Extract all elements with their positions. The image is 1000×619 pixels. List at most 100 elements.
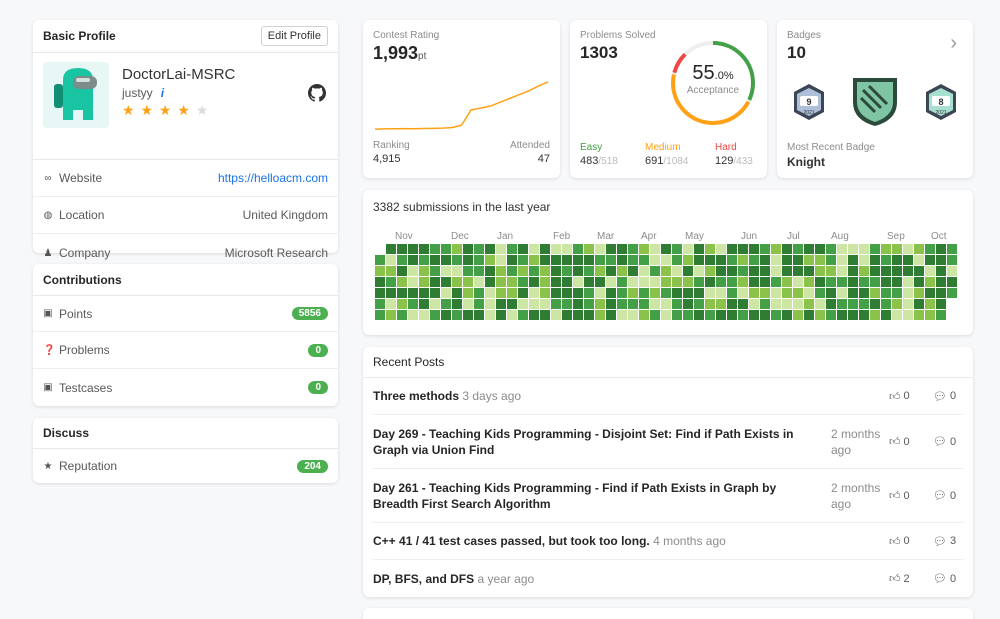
heatmap-cell[interactable] [551, 255, 561, 265]
heatmap-cell[interactable] [518, 277, 528, 287]
heatmap-cell[interactable] [672, 299, 682, 309]
heatmap-cell[interactable] [727, 288, 737, 298]
heatmap-cell[interactable] [694, 277, 704, 287]
heatmap-cell[interactable] [507, 277, 517, 287]
heatmap-cell[interactable] [782, 255, 792, 265]
heatmap-cell[interactable] [507, 288, 517, 298]
heatmap-cell[interactable] [914, 288, 924, 298]
heatmap-cell[interactable] [573, 299, 583, 309]
heatmap-cell[interactable] [474, 310, 484, 320]
edit-profile-button[interactable]: Edit Profile [260, 26, 328, 46]
heatmap-cell[interactable] [639, 266, 649, 276]
heatmap-cell[interactable] [782, 266, 792, 276]
heatmap-cell[interactable] [628, 255, 638, 265]
heatmap-cell[interactable] [694, 244, 704, 254]
heatmap-cell[interactable] [760, 255, 770, 265]
heatmap-cell[interactable] [375, 266, 385, 276]
heatmap-cell[interactable] [397, 244, 407, 254]
heatmap-cell[interactable] [749, 299, 759, 309]
comment-icon[interactable]: 💬︎ [933, 490, 947, 502]
heatmap-cell[interactable] [936, 244, 946, 254]
heatmap-cell[interactable] [529, 266, 539, 276]
heatmap-cell[interactable] [529, 277, 539, 287]
heatmap-cell[interactable] [463, 244, 473, 254]
heatmap-cell[interactable] [716, 277, 726, 287]
heatmap-cell[interactable] [551, 244, 561, 254]
badges-card[interactable]: Badges 10 › 9 2021 8 2021 Most Recent Ba… [777, 20, 973, 178]
heatmap-cell[interactable] [518, 266, 528, 276]
heatmap-cell[interactable] [452, 266, 462, 276]
heatmap-cell[interactable] [573, 255, 583, 265]
heatmap-cell[interactable] [430, 299, 440, 309]
heatmap-cell[interactable] [375, 310, 385, 320]
heatmap-cell[interactable] [892, 299, 902, 309]
heatmap-cell[interactable] [540, 277, 550, 287]
heatmap-cell[interactable] [474, 299, 484, 309]
heatmap-cell[interactable] [408, 244, 418, 254]
heatmap-cell[interactable] [441, 255, 451, 265]
heatmap-cell[interactable] [551, 266, 561, 276]
heatmap-cell[interactable] [617, 255, 627, 265]
heatmap-cell[interactable] [914, 255, 924, 265]
heatmap-cell[interactable] [782, 288, 792, 298]
heatmap-cell[interactable] [485, 255, 495, 265]
heatmap-cell[interactable] [661, 299, 671, 309]
heatmap-cell[interactable] [804, 310, 814, 320]
heatmap-cell[interactable] [903, 288, 913, 298]
heatmap-cell[interactable] [419, 299, 429, 309]
heatmap-cell[interactable] [529, 310, 539, 320]
chevron-right-icon[interactable]: › [950, 32, 957, 54]
heatmap-cell[interactable] [628, 277, 638, 287]
heatmap-cell[interactable] [694, 255, 704, 265]
avatar[interactable] [43, 62, 109, 128]
heatmap-cell[interactable] [727, 299, 737, 309]
heatmap-cell[interactable] [870, 299, 880, 309]
heatmap-cell[interactable] [452, 299, 462, 309]
heatmap-cell[interactable] [441, 288, 451, 298]
heatmap-cell[interactable] [672, 310, 682, 320]
heatmap-cell[interactable] [584, 310, 594, 320]
heatmap-cell[interactable] [848, 255, 858, 265]
heatmap-cell[interactable] [397, 277, 407, 287]
heatmap-cell[interactable] [518, 255, 528, 265]
heatmap-cell[interactable] [881, 288, 891, 298]
heatmap-cell[interactable] [430, 310, 440, 320]
heatmap-cell[interactable] [386, 277, 396, 287]
comment-icon[interactable]: 💬︎ [933, 436, 947, 448]
heatmap-cell[interactable] [826, 255, 836, 265]
heatmap-cell[interactable] [870, 255, 880, 265]
heatmap-cell[interactable] [870, 244, 880, 254]
heatmap-cell[interactable] [463, 266, 473, 276]
comment-icon[interactable]: 💬︎ [933, 390, 947, 403]
heatmap-cell[interactable] [705, 299, 715, 309]
heatmap-cell[interactable] [782, 299, 792, 309]
heatmap-cell[interactable] [826, 310, 836, 320]
thumbs-up-icon[interactable]: 👍︎ [889, 573, 901, 585]
heatmap-cell[interactable] [727, 310, 737, 320]
heatmap-cell[interactable] [375, 277, 385, 287]
heatmap-cell[interactable] [837, 277, 847, 287]
heatmap-cell[interactable] [760, 299, 770, 309]
heatmap-cell[interactable] [661, 277, 671, 287]
heatmap-cell[interactable] [452, 277, 462, 287]
heatmap-cell[interactable] [672, 266, 682, 276]
heatmap-cell[interactable] [936, 255, 946, 265]
heatmap-cell[interactable] [716, 310, 726, 320]
heatmap-cell[interactable] [485, 299, 495, 309]
heatmap-cell[interactable] [936, 299, 946, 309]
heatmap-cell[interactable] [782, 310, 792, 320]
heatmap-cell[interactable] [738, 266, 748, 276]
heatmap-cell[interactable] [474, 277, 484, 287]
heatmap-cell[interactable] [903, 266, 913, 276]
heatmap-cell[interactable] [804, 277, 814, 287]
heatmap-cell[interactable] [870, 288, 880, 298]
heatmap-cell[interactable] [804, 255, 814, 265]
heatmap-cell[interactable] [936, 266, 946, 276]
heatmap-cell[interactable] [683, 277, 693, 287]
heatmap-cell[interactable] [771, 299, 781, 309]
heatmap-cell[interactable] [925, 255, 935, 265]
heatmap-cell[interactable] [672, 277, 682, 287]
heatmap-cell[interactable] [639, 277, 649, 287]
heatmap-cell[interactable] [419, 255, 429, 265]
heatmap-cell[interactable] [507, 244, 517, 254]
